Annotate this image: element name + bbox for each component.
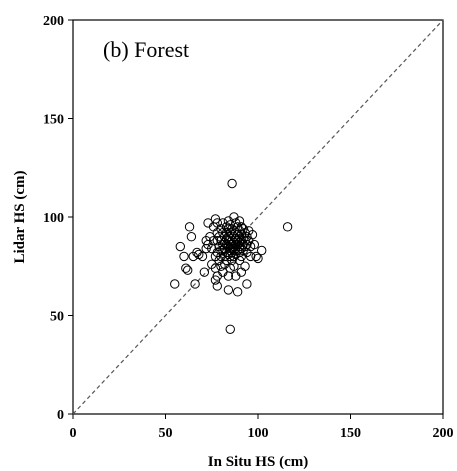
data-point: [240, 261, 250, 271]
x-tick-label: 100: [248, 426, 269, 441]
x-tick-label: 150: [340, 426, 361, 441]
data-point: [229, 212, 239, 222]
data-point: [227, 178, 237, 189]
data-point: [212, 281, 223, 291]
data-point: [282, 222, 293, 232]
data-point: [223, 285, 234, 295]
x-axis-title: In Situ HS (cm): [208, 454, 308, 470]
data-point: [229, 261, 239, 271]
data-point: [181, 263, 191, 273]
one-to-one-reference-line: [72, 19, 444, 415]
data-point: [179, 251, 189, 262]
data-point: [232, 287, 243, 297]
y-axis-title: Lidar HS (cm): [12, 170, 28, 263]
panel-label: (b) Forest: [103, 37, 189, 62]
y-tick-label: 0: [57, 408, 64, 423]
data-point: [242, 279, 252, 289]
data-point: [170, 279, 180, 289]
data-points: [170, 178, 293, 334]
y-tick-label: 100: [43, 211, 64, 226]
data-point: [190, 279, 200, 289]
x-axis: 0 50 100 150 200: [70, 414, 454, 441]
data-point: [251, 251, 261, 262]
y-tick-label: 200: [43, 14, 64, 29]
x-tick-label: 50: [159, 426, 173, 441]
x-tick-label: 0: [70, 426, 77, 441]
data-point: [186, 232, 197, 242]
y-tick-label: 50: [50, 310, 64, 325]
data-point: [253, 253, 263, 264]
data-point: [234, 216, 245, 226]
data-point: [183, 265, 193, 275]
data-point: [247, 230, 258, 240]
data-point: [197, 251, 208, 262]
data-point: [184, 222, 195, 232]
data-point: [249, 239, 260, 250]
data-point: [175, 241, 186, 252]
y-tick-label: 150: [43, 113, 64, 128]
data-point: [245, 251, 256, 262]
data-point: [225, 324, 235, 334]
data-point: [199, 267, 210, 277]
x-tick-label: 200: [433, 426, 454, 441]
data-point: [236, 267, 247, 277]
y-axis: 0 50 100 150 200: [43, 14, 73, 423]
data-point: [257, 245, 267, 256]
